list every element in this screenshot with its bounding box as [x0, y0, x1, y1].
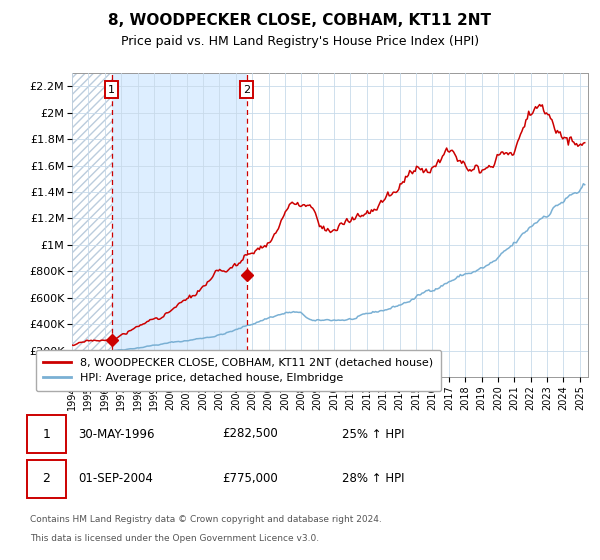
Text: Contains HM Land Registry data © Crown copyright and database right 2024.: Contains HM Land Registry data © Crown c… — [30, 515, 382, 524]
Text: 1: 1 — [43, 427, 50, 441]
Text: 1: 1 — [108, 85, 115, 95]
Text: 2: 2 — [43, 472, 50, 486]
Bar — [247, 73, 588, 377]
Bar — [72, 73, 112, 377]
Text: 30-MAY-1996: 30-MAY-1996 — [78, 427, 155, 441]
Bar — [72, 73, 112, 377]
Text: 25% ↑ HPI: 25% ↑ HPI — [342, 427, 404, 441]
Text: 28% ↑ HPI: 28% ↑ HPI — [342, 472, 404, 486]
Text: 2: 2 — [243, 85, 250, 95]
Bar — [112, 73, 247, 377]
Text: £282,500: £282,500 — [222, 427, 278, 441]
Text: £775,000: £775,000 — [222, 472, 278, 486]
Text: Price paid vs. HM Land Registry's House Price Index (HPI): Price paid vs. HM Land Registry's House … — [121, 35, 479, 48]
Text: This data is licensed under the Open Government Licence v3.0.: This data is licensed under the Open Gov… — [30, 534, 319, 543]
Text: 01-SEP-2004: 01-SEP-2004 — [78, 472, 153, 486]
Legend: 8, WOODPECKER CLOSE, COBHAM, KT11 2NT (detached house), HPI: Average price, deta: 8, WOODPECKER CLOSE, COBHAM, KT11 2NT (d… — [35, 350, 441, 391]
Text: 8, WOODPECKER CLOSE, COBHAM, KT11 2NT: 8, WOODPECKER CLOSE, COBHAM, KT11 2NT — [109, 13, 491, 28]
